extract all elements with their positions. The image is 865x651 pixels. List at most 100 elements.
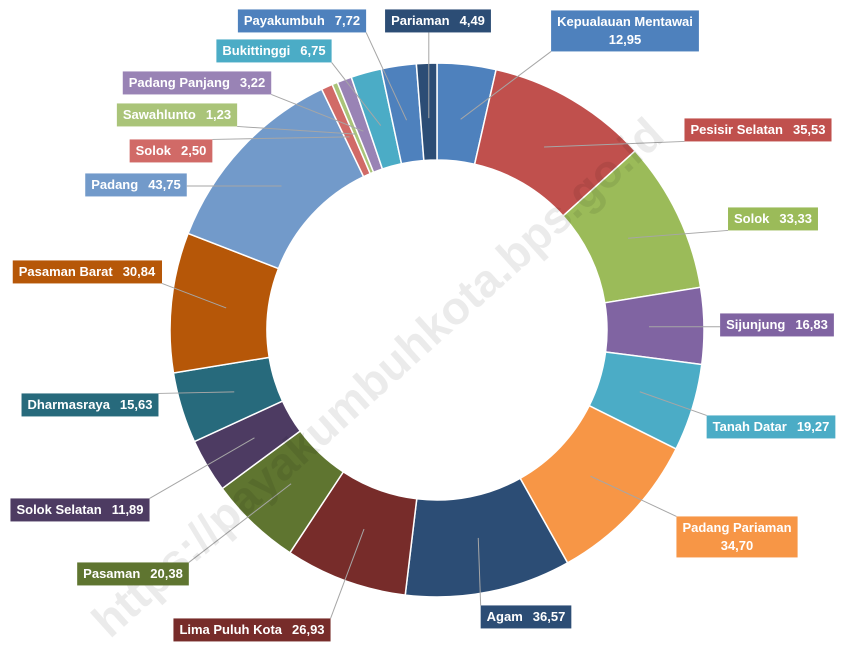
data-label: Tanah Datar 19,27 <box>706 415 836 439</box>
label-box <box>77 562 189 586</box>
label-category: Payakumbuh <box>244 13 325 28</box>
label-value: 35,53 <box>793 122 826 137</box>
leader-line <box>365 32 408 121</box>
data-label: Solok Selatan 11,89 <box>10 498 150 522</box>
label-box <box>116 103 238 127</box>
label-text: Lima Puluh Kota 26,93 <box>179 622 324 637</box>
leader-line <box>330 528 365 619</box>
label-value: 36,57 <box>533 609 566 624</box>
label-category: Solok <box>734 211 770 226</box>
data-label: Payakumbuh 7,72 <box>237 9 367 33</box>
label-value: 26,93 <box>292 622 325 637</box>
data-label: Pasaman 20,38 <box>77 562 189 586</box>
leader-line <box>212 136 350 140</box>
data-label: Pesisir Selatan 35,53 <box>684 118 832 142</box>
leader-line <box>590 475 677 517</box>
label-text: Kepualauan Mentawai 12,95 <box>557 14 693 47</box>
label-box <box>122 71 272 95</box>
label-text: Sawahlunto 1,23 <box>123 107 231 122</box>
label-category: Lima Puluh Kota <box>179 622 282 637</box>
label-box <box>480 605 572 629</box>
label-category: Tanah Datar <box>713 419 787 434</box>
label-category: Dharmasraya <box>28 397 111 412</box>
leader-line <box>149 437 255 499</box>
label-box <box>385 9 491 33</box>
label-text: Dharmasraya 15,63 <box>28 397 153 412</box>
data-label: Agam 36,57 <box>480 605 572 629</box>
data-label: Padang Pariaman 34,70 <box>676 516 798 558</box>
label-text: Payakumbuh 7,72 <box>244 13 360 28</box>
data-label: Sawahlunto 1,23 <box>116 103 238 127</box>
label-text: Padang Pariaman 34,70 <box>682 520 791 553</box>
label-box <box>728 207 818 231</box>
label-box <box>684 118 832 142</box>
leader-line <box>331 62 382 126</box>
data-label: Dharmasraya 15,63 <box>21 393 159 417</box>
label-value: 43,75 <box>148 177 181 192</box>
data-label: Kepualauan Mentawai 12,95 <box>551 10 699 52</box>
label-category: Solok <box>136 143 172 158</box>
label-box <box>10 498 150 522</box>
label-text: Pesisir Selatan 35,53 <box>690 122 825 137</box>
label-text: Pasaman 20,38 <box>83 566 183 581</box>
leader-line <box>477 537 482 606</box>
label-value: 33,33 <box>779 211 812 226</box>
label-box <box>173 618 331 642</box>
data-label: Pasaman Barat 30,84 <box>12 260 163 284</box>
label-text: Bukittinggi 6,75 <box>222 43 325 58</box>
label-text: Padang Panjang 3,22 <box>129 75 265 90</box>
leader-line <box>158 391 235 394</box>
label-value: 12,95 <box>609 32 642 47</box>
label-value: 16,83 <box>795 317 828 332</box>
slices <box>169 62 705 598</box>
label-value: 7,72 <box>335 13 360 28</box>
label-box <box>216 39 332 63</box>
label-text: Solok Selatan 11,89 <box>16 502 143 517</box>
leader-line <box>460 51 552 120</box>
label-text: Pasaman Barat 30,84 <box>19 264 156 279</box>
data-label: Sijunjung 16,83 <box>720 313 834 337</box>
label-value: 20,38 <box>150 566 183 581</box>
label-category: Bukittinggi <box>222 43 290 58</box>
label-box <box>551 10 699 52</box>
label-category: Sijunjung <box>726 317 785 332</box>
label-text: Tanah Datar 19,27 <box>713 419 830 434</box>
label-value: 1,23 <box>206 107 231 122</box>
label-text: Solok 2,50 <box>136 143 207 158</box>
label-category: Pasaman <box>83 566 140 581</box>
label-category: Padang <box>91 177 138 192</box>
leader-line <box>628 229 729 239</box>
label-value: 4,49 <box>460 13 485 28</box>
label-box <box>21 393 159 417</box>
label-category: Padang Panjang <box>129 75 230 90</box>
label-value: 11,89 <box>112 502 144 517</box>
label-category: Pariaman <box>391 13 450 28</box>
label-text: Sijunjung 16,83 <box>726 317 828 332</box>
leaders <box>149 32 729 619</box>
label-value: 19,27 <box>797 419 830 434</box>
leader-line <box>639 391 707 416</box>
leader-line <box>544 140 685 148</box>
label-value: 3,22 <box>240 75 265 90</box>
label-box <box>237 9 367 33</box>
leader-line <box>271 93 364 132</box>
label-value: 2,50 <box>181 143 206 158</box>
label-text: Agam 36,57 <box>487 609 566 624</box>
label-box <box>85 173 187 197</box>
data-label: Solok 2,50 <box>129 139 213 163</box>
data-label: Pariaman 4,49 <box>385 9 491 33</box>
label-category: Padang Pariaman <box>682 520 791 535</box>
label-category: Kepualauan Mentawai <box>557 14 693 29</box>
data-label: Lima Puluh Kota 26,93 <box>173 618 331 642</box>
label-box <box>676 516 798 558</box>
label-box <box>720 313 834 337</box>
leader-line <box>237 125 356 135</box>
label-value: 34,70 <box>721 538 754 553</box>
label-text: Padang 43,75 <box>91 177 181 192</box>
leader-line <box>188 483 292 563</box>
label-value: 6,75 <box>300 43 325 58</box>
data-label: Solok 33,33 <box>728 207 818 231</box>
label-category: Pesisir Selatan <box>690 122 783 137</box>
label-value: 15,63 <box>120 397 153 412</box>
